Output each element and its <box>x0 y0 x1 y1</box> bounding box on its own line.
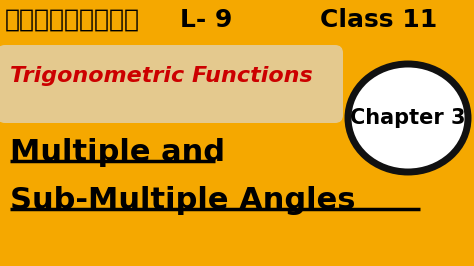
Text: Trigonometric Functions: Trigonometric Functions <box>10 66 313 86</box>
Text: Multiple and: Multiple and <box>10 138 236 167</box>
Text: Class 11: Class 11 <box>320 8 437 32</box>
Text: Sub-Multiple Angles: Sub-Multiple Angles <box>10 186 356 215</box>
Text: L- 9: L- 9 <box>180 8 232 32</box>
Text: ಕಂ಍ಟದಲ್ಲಿ: ಕಂ಍ಟದಲ್ಲಿ <box>5 8 140 32</box>
Ellipse shape <box>348 64 468 172</box>
Text: Chapter 3: Chapter 3 <box>350 108 466 128</box>
FancyBboxPatch shape <box>0 45 343 123</box>
